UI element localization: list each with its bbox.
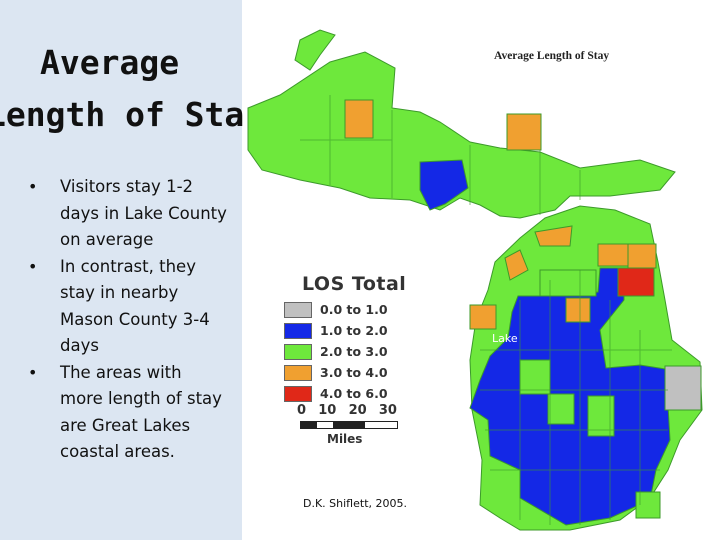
up-county-orange: [506, 113, 542, 151]
lp-county-green: [519, 359, 551, 395]
bullet-text: In contrast, they stay in nearby Mason C…: [60, 256, 210, 356]
slide-title: Average Length of Stay: [0, 0, 245, 160]
slide-title-line1: Average: [40, 43, 180, 82]
bullet-item: • Visitors stay 1-2 days in Lake County …: [28, 174, 228, 254]
legend-label: 3.0 to 4.0: [320, 365, 388, 380]
legend-swatch: [284, 322, 312, 339]
map-title: Average Length of Stay: [494, 50, 610, 62]
scale-bar-graphic: [300, 421, 398, 429]
scale-tick: 10: [318, 403, 337, 418]
legend-item: 2.0 to 3.0: [284, 341, 414, 362]
map-legend: LOS Total 0.0 to 1.0 1.0 to 2.0 2.0 to 3…: [284, 273, 414, 404]
bullet-dot-icon: •: [28, 362, 38, 382]
bullet-text: The areas with more length of stay are G…: [60, 362, 222, 462]
legend-swatch: [284, 301, 312, 318]
legend-item: 4.0 to 6.0: [284, 383, 414, 404]
scale-tick: 20: [348, 403, 367, 418]
lp-county-green: [547, 393, 575, 425]
slide-left-panel: [0, 0, 242, 540]
scale-segment: [301, 422, 317, 428]
bullet-item: • The areas with more length of stay are…: [28, 360, 228, 466]
lp-county-orange: [534, 225, 573, 247]
legend-label: 1.0 to 2.0: [320, 323, 388, 338]
legend-item: 0.0 to 1.0: [284, 299, 414, 320]
scale-segment: [333, 422, 365, 428]
county-grid: [300, 95, 672, 525]
lp-county-orange: [597, 243, 629, 267]
legend-swatch: [284, 343, 312, 360]
scale-unit: Miles: [327, 432, 363, 446]
legend-swatch: [284, 364, 312, 381]
scale-ticks: 0 10 20 30: [297, 403, 397, 418]
up-county-blue: [419, 159, 469, 211]
up-county-orange: [344, 99, 374, 139]
bullet-list: • Visitors stay 1-2 days in Lake County …: [28, 174, 228, 466]
michigan-county-map: [247, 29, 703, 531]
lp-county-orange: [469, 304, 497, 330]
legend-label: 4.0 to 6.0: [320, 386, 388, 401]
lp-county-orange: [504, 249, 529, 281]
lp-county-orange: [565, 297, 591, 323]
bullet-item: • In contrast, they stay in nearby Mason…: [28, 254, 228, 360]
slide-title-line2: Length of Stay: [0, 95, 245, 134]
legend-label: 0.0 to 1.0: [320, 302, 388, 317]
legend-label: 2.0 to 3.0: [320, 344, 388, 359]
bullet-dot-icon: •: [28, 256, 38, 276]
keweenaw-peninsula: [294, 29, 336, 71]
lp-county-orange: [627, 243, 657, 269]
legend-title: LOS Total: [302, 273, 407, 295]
legend-item: 3.0 to 4.0: [284, 362, 414, 383]
upper-peninsula: [247, 51, 676, 219]
bullet-text: Visitors stay 1-2 days in Lake County on…: [60, 177, 227, 249]
lake-county-label: Lake: [492, 332, 518, 345]
map-credit: D.K. Shiflett, 2005.: [303, 497, 407, 510]
lp-county-grey: [664, 365, 702, 411]
scale-tick: 30: [378, 403, 397, 418]
lp-county-green: [539, 269, 597, 297]
scale-tick: 0: [297, 403, 307, 418]
legend-item: 1.0 to 2.0: [284, 320, 414, 341]
legend-swatch: [284, 385, 312, 402]
bullet-dot-icon: •: [28, 177, 38, 196]
map-scale-bar: 0 10 20 30 Miles: [297, 403, 398, 446]
lp-county-red: [617, 267, 655, 297]
